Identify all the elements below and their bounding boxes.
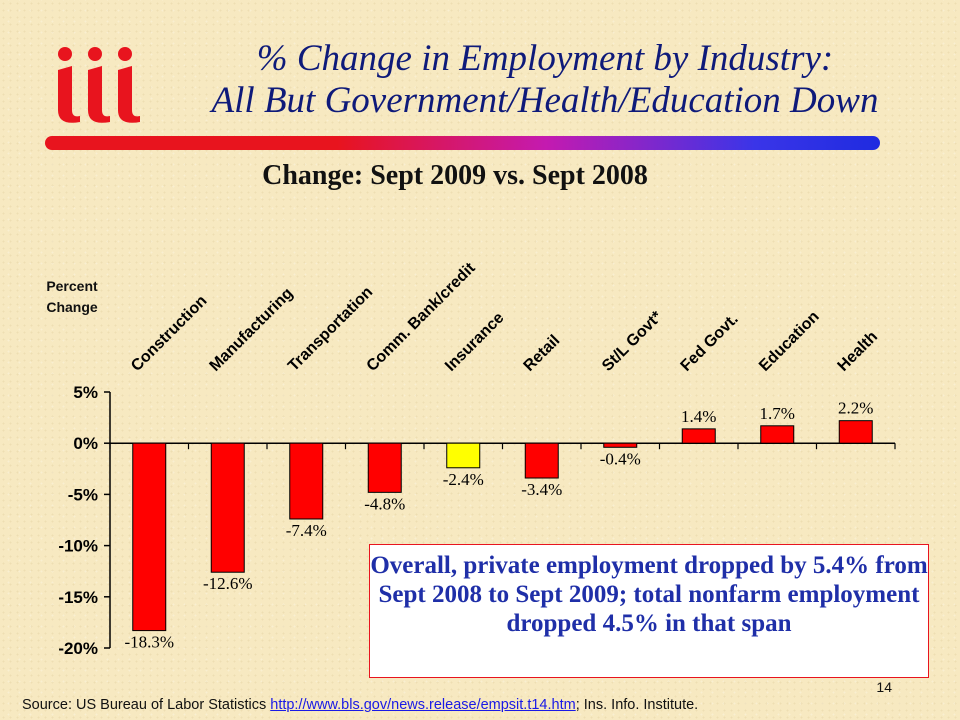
summary-note-box: Overall, private employment dropped by 5… (369, 544, 929, 678)
category-label: Health (835, 328, 882, 375)
title-line-1: % Change in Employment by Industry: (256, 38, 834, 79)
data-label: -12.6% (203, 574, 253, 593)
category-label: Transportation (285, 284, 376, 375)
page-number: 14 (876, 679, 892, 695)
data-label: -7.4% (286, 521, 327, 540)
data-label: 1.7% (760, 404, 795, 423)
bar (210, 442, 245, 573)
data-label: -2.4% (443, 470, 484, 489)
bar (367, 442, 402, 493)
chart-subtitle: Change: Sept 2009 vs. Sept 2008 (262, 160, 648, 191)
category-label: Retail (521, 332, 564, 375)
bar (760, 425, 795, 444)
data-label: 1.4% (681, 407, 716, 426)
slide-title: % Change in Employment by Industry: All … (150, 38, 940, 122)
iii-logo (58, 47, 140, 123)
bar (681, 428, 716, 444)
data-label: 2.2% (838, 399, 873, 418)
bar (838, 420, 873, 444)
bar (446, 442, 481, 469)
category-label: St/L Govt* (599, 308, 666, 375)
y-tick-label: 0% (73, 434, 98, 453)
category-label: Education (756, 308, 823, 375)
bar (603, 442, 638, 448)
source-footer: Source: US Bureau of Labor Statistics ht… (22, 697, 952, 713)
data-label: -18.3% (124, 633, 174, 652)
data-label: -3.4% (521, 480, 562, 499)
bar (289, 442, 324, 520)
source-link[interactable]: http://www.bls.gov/news.release/empsit.t… (270, 697, 576, 713)
data-label: -4.8% (364, 494, 405, 513)
y-tick-label: -5% (68, 485, 98, 504)
category-label: Construction (128, 292, 210, 374)
y-tick-label: -20% (58, 639, 98, 658)
source-suffix: ; Ins. Info. Institute. (575, 697, 699, 713)
y-tick-label: 5% (73, 383, 98, 402)
title-underline-bar (45, 136, 880, 150)
data-label: -0.4% (600, 449, 641, 468)
source-prefix: Source: US Bureau of Labor Statistics (22, 697, 271, 713)
title-line-2: All But Government/Health/Education Down (211, 80, 879, 121)
bar (132, 442, 167, 632)
bar (524, 442, 559, 479)
category-label: Fed Govt. (678, 311, 742, 375)
y-tick-label: -10% (58, 537, 98, 556)
category-label: Manufacturing (207, 285, 297, 375)
category-label: Insurance (442, 309, 508, 375)
y-tick-label: -15% (58, 588, 98, 607)
y-axis-label: Percent Change (46, 278, 98, 315)
